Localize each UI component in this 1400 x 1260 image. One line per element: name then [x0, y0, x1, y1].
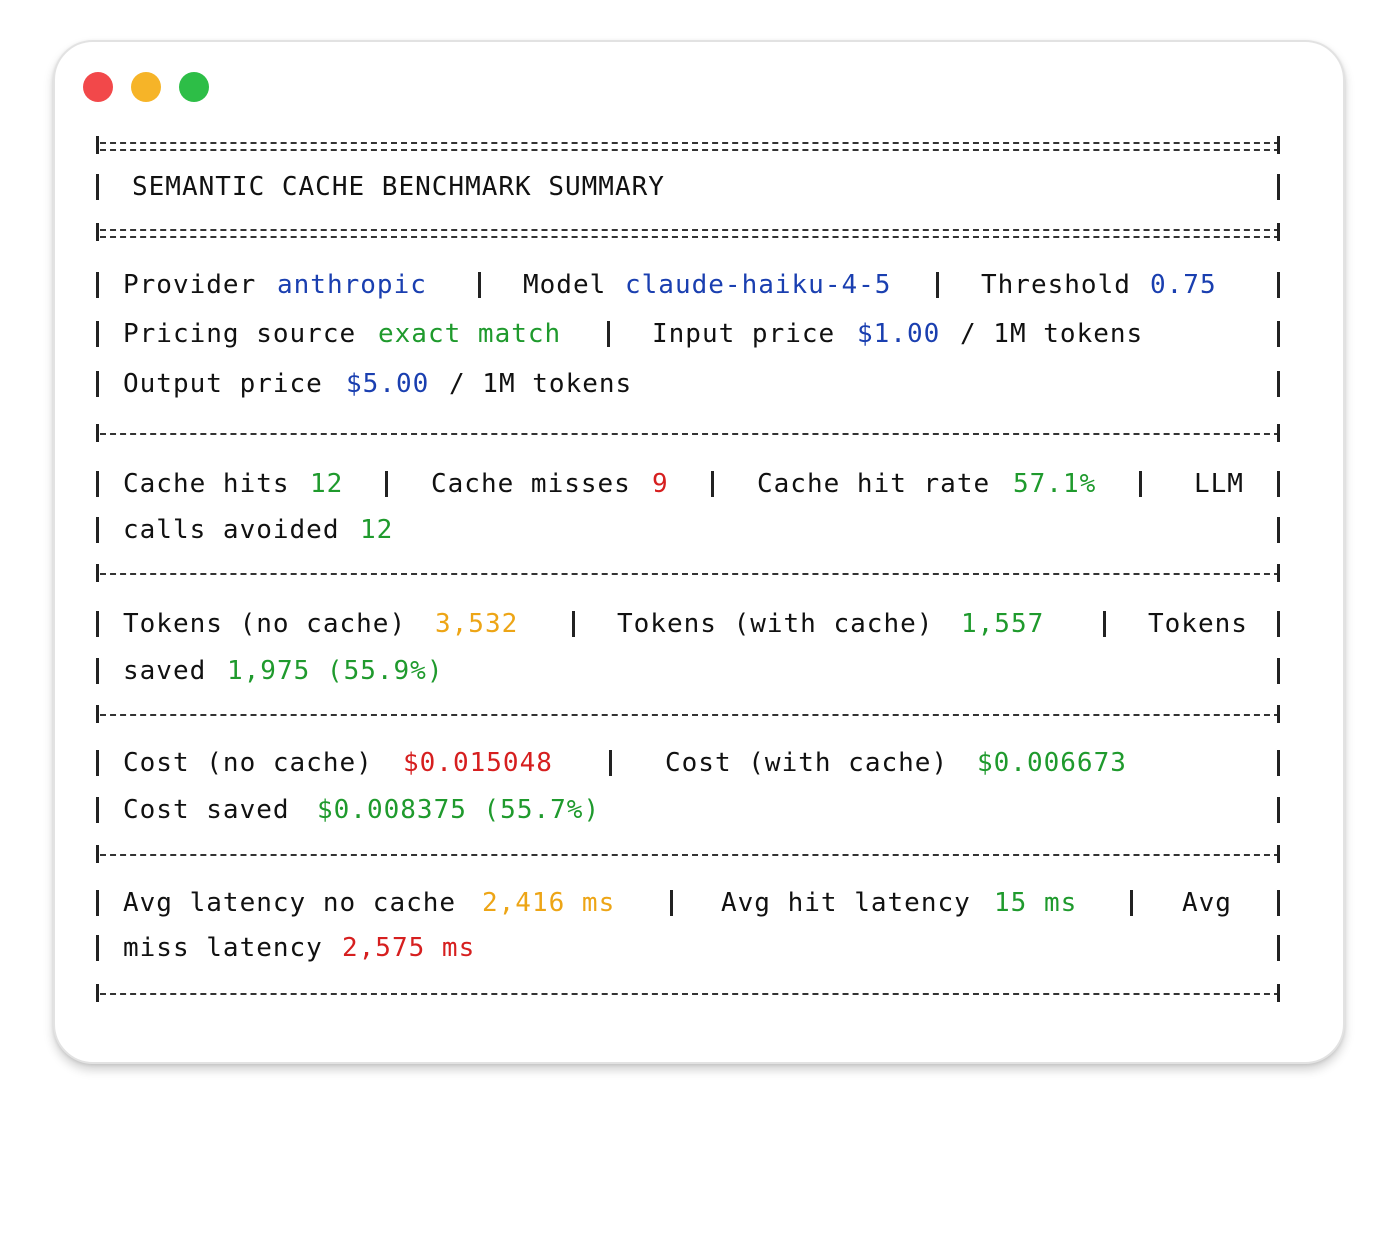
cost-row: Cost saved $0.008375 (55.7%): [94, 793, 1286, 827]
model-label: Model: [523, 270, 607, 300]
cache-misses-value: 9: [652, 469, 669, 499]
threshold-value: 0.75: [1150, 270, 1217, 300]
input-price-unit: / 1M tokens: [960, 319, 1144, 349]
miss-latency-label: Avg: [1182, 888, 1232, 918]
tokens-saved-value: 1,975 (55.9%): [227, 656, 444, 686]
separator: [94, 843, 1286, 867]
llm-calls-avoided-label: calls avoided: [123, 515, 340, 545]
latency-row: miss latency 2,575 ms: [94, 931, 1286, 965]
separator: [94, 562, 1286, 586]
double-separator: [94, 221, 1286, 245]
summary-title: SEMANTIC CACHE BENCHMARK SUMMARY: [132, 172, 665, 202]
cache-hit-rate-label: Cache hit rate: [757, 469, 991, 499]
config-row: Output price $5.00 / 1M tokens: [94, 367, 1286, 401]
tokens-saved-label: Tokens: [1148, 609, 1248, 639]
cache-row: calls avoided 12: [94, 513, 1286, 547]
miss-latency-label: miss latency: [123, 933, 323, 963]
cache-misses-label: Cache misses: [431, 469, 631, 499]
separator: [94, 703, 1286, 727]
hit-latency-value: 15 ms: [994, 888, 1078, 918]
tokens-no-cache-value: 3,532: [435, 609, 519, 639]
zoom-window-icon[interactable]: [179, 72, 209, 102]
threshold-label: Threshold: [981, 270, 1131, 300]
cost-no-cache-label: Cost (no cache): [123, 748, 373, 778]
cost-with-cache-label: Cost (with cache): [665, 748, 949, 778]
latency-no-cache-label: Avg latency no cache: [123, 888, 457, 918]
llm-calls-avoided-label: LLM: [1194, 469, 1244, 499]
latency-no-cache-value: 2,416 ms: [482, 888, 616, 918]
cache-hit-rate-value: 57.1%: [1013, 469, 1097, 499]
cost-no-cache-value: $0.015048: [403, 748, 553, 778]
llm-calls-avoided-value: 12: [360, 515, 394, 545]
hit-latency-label: Avg hit latency: [721, 888, 971, 918]
separator: [94, 422, 1286, 446]
input-price-label: Input price: [652, 319, 836, 349]
cost-saved-label: Cost saved: [123, 795, 290, 825]
terminal-window: [53, 40, 1345, 1064]
pricing-source-value: exact match: [378, 319, 562, 349]
tokens-saved-label: saved: [123, 656, 207, 686]
cache-hits-value: 12: [310, 469, 344, 499]
minimize-window-icon[interactable]: [131, 72, 161, 102]
config-row: Pricing source exact match Input price $…: [94, 317, 1286, 351]
provider-label: Provider: [123, 270, 257, 300]
cache-hits-label: Cache hits: [123, 469, 290, 499]
close-window-icon[interactable]: [83, 72, 113, 102]
model-value: claude-haiku-4-5: [625, 270, 892, 300]
output-price-value: $5.00: [346, 369, 430, 399]
title-row: SEMANTIC CACHE BENCHMARK SUMMARY: [94, 170, 1286, 204]
separator: [94, 982, 1286, 1006]
miss-latency-value: 2,575 ms: [342, 933, 476, 963]
pricing-source-label: Pricing source: [123, 319, 357, 349]
tokens-with-cache-value: 1,557: [961, 609, 1045, 639]
input-price-value: $1.00: [857, 319, 941, 349]
output-price-unit: / 1M tokens: [449, 369, 633, 399]
tokens-row: Tokens (no cache) 3,532 Tokens (with cac…: [94, 607, 1286, 641]
double-separator: [94, 134, 1286, 158]
cost-with-cache-value: $0.006673: [977, 748, 1127, 778]
config-row: Provider anthropic Model claude-haiku-4-…: [94, 268, 1286, 302]
tokens-row: saved 1,975 (55.9%): [94, 654, 1286, 688]
output-price-label: Output price: [123, 369, 323, 399]
terminal-output: SEMANTIC CACHE BENCHMARK SUMMARY Provide…: [94, 0, 1286, 1120]
tokens-no-cache-label: Tokens (no cache): [123, 609, 407, 639]
cost-row: Cost (no cache) $0.015048 Cost (with cac…: [94, 746, 1286, 780]
cache-row: Cache hits 12 Cache misses 9 Cache hit r…: [94, 467, 1286, 501]
provider-value: anthropic: [277, 270, 427, 300]
tokens-with-cache-label: Tokens (with cache): [617, 609, 934, 639]
latency-row: Avg latency no cache 2,416 ms Avg hit la…: [94, 886, 1286, 920]
cost-saved-value: $0.008375 (55.7%): [317, 795, 601, 825]
